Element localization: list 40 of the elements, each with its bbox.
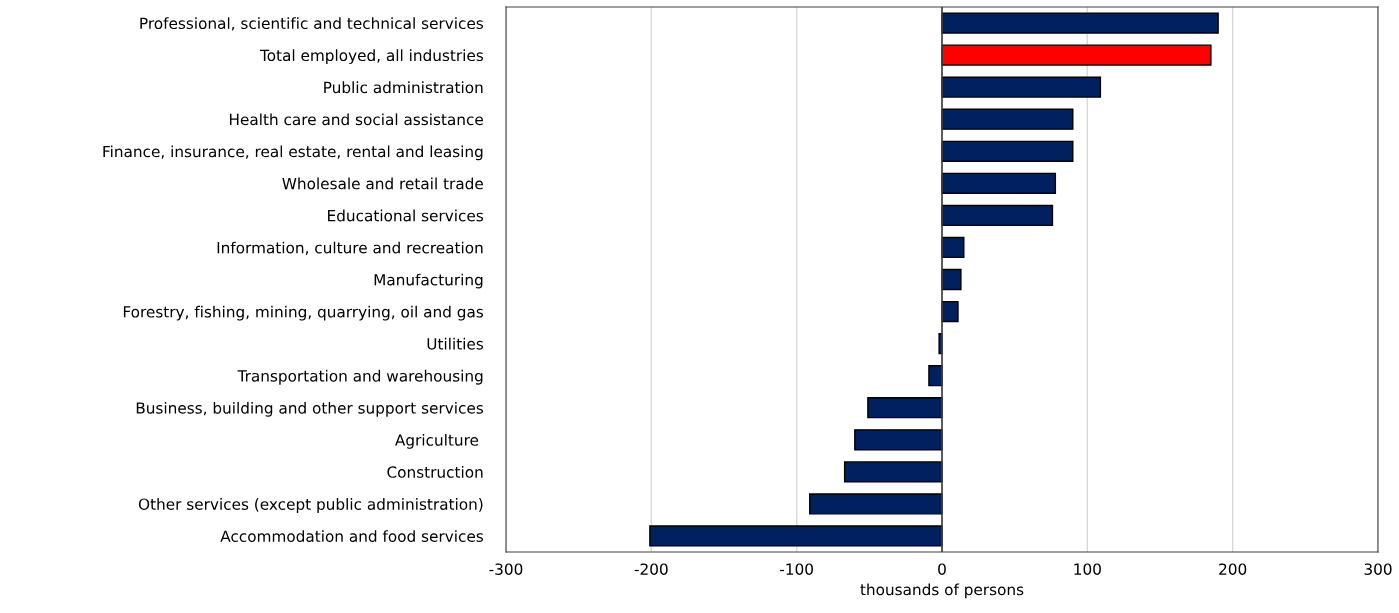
bar: [941, 108, 1074, 130]
y-tick-label: Accommodation and food services: [220, 530, 484, 542]
bar: [941, 44, 1212, 66]
x-axis-title: thousands of persons: [860, 583, 1024, 599]
bar: [941, 76, 1102, 98]
bar: [867, 397, 943, 419]
y-tick-label: Information, culture and recreation: [217, 241, 483, 256]
bar: [941, 268, 962, 291]
y-tick-label: Professional, scientific and technical services: [140, 17, 484, 31]
y-tick-label: Total employed, all industries: [259, 49, 484, 65]
x-tick-label: -200: [634, 563, 668, 575]
bar: [941, 204, 1054, 227]
x-tick-label: 0: [938, 563, 946, 575]
y-tick-label: Public administration: [324, 81, 483, 94]
y-tick-label: Other services (except public administration): [138, 498, 483, 513]
y-tick-label: Educational services: [328, 209, 484, 222]
y-tick-label: Construction: [387, 466, 483, 478]
y-tick-label: Health care and social assistance: [229, 113, 483, 126]
y-tick-label: Forestry, fishing, mining, quarrying, oil and gas: [123, 305, 484, 321]
bar: [941, 236, 965, 259]
bar: [941, 12, 1219, 34]
bar: [941, 300, 959, 323]
x-tick-label: -100: [780, 563, 813, 575]
y-tick-label: Manufacturing: [374, 273, 483, 289]
bar: [854, 429, 943, 451]
y-tick-label: Agriculture: [395, 433, 479, 449]
bar: [809, 493, 943, 515]
x-tick-label: -300: [489, 563, 523, 575]
bar: [649, 525, 943, 547]
x-tick-label: 200: [1219, 563, 1247, 575]
bar: [843, 461, 943, 483]
x-tick-label: 100: [1074, 563, 1101, 575]
y-tick-label: Business, building and other support services: [136, 401, 484, 417]
y-tick-label: Utilities: [427, 337, 484, 350]
y-tick-label: Transportation and warehousing: [237, 369, 483, 385]
bar: [941, 172, 1057, 194]
bar: [941, 140, 1074, 162]
y-tick-label: Finance, insurance, real estate, rental and leasing: [103, 145, 483, 161]
x-tick-label: 300: [1364, 563, 1392, 575]
y-tick-label: Wholesale and retail trade: [282, 177, 483, 190]
